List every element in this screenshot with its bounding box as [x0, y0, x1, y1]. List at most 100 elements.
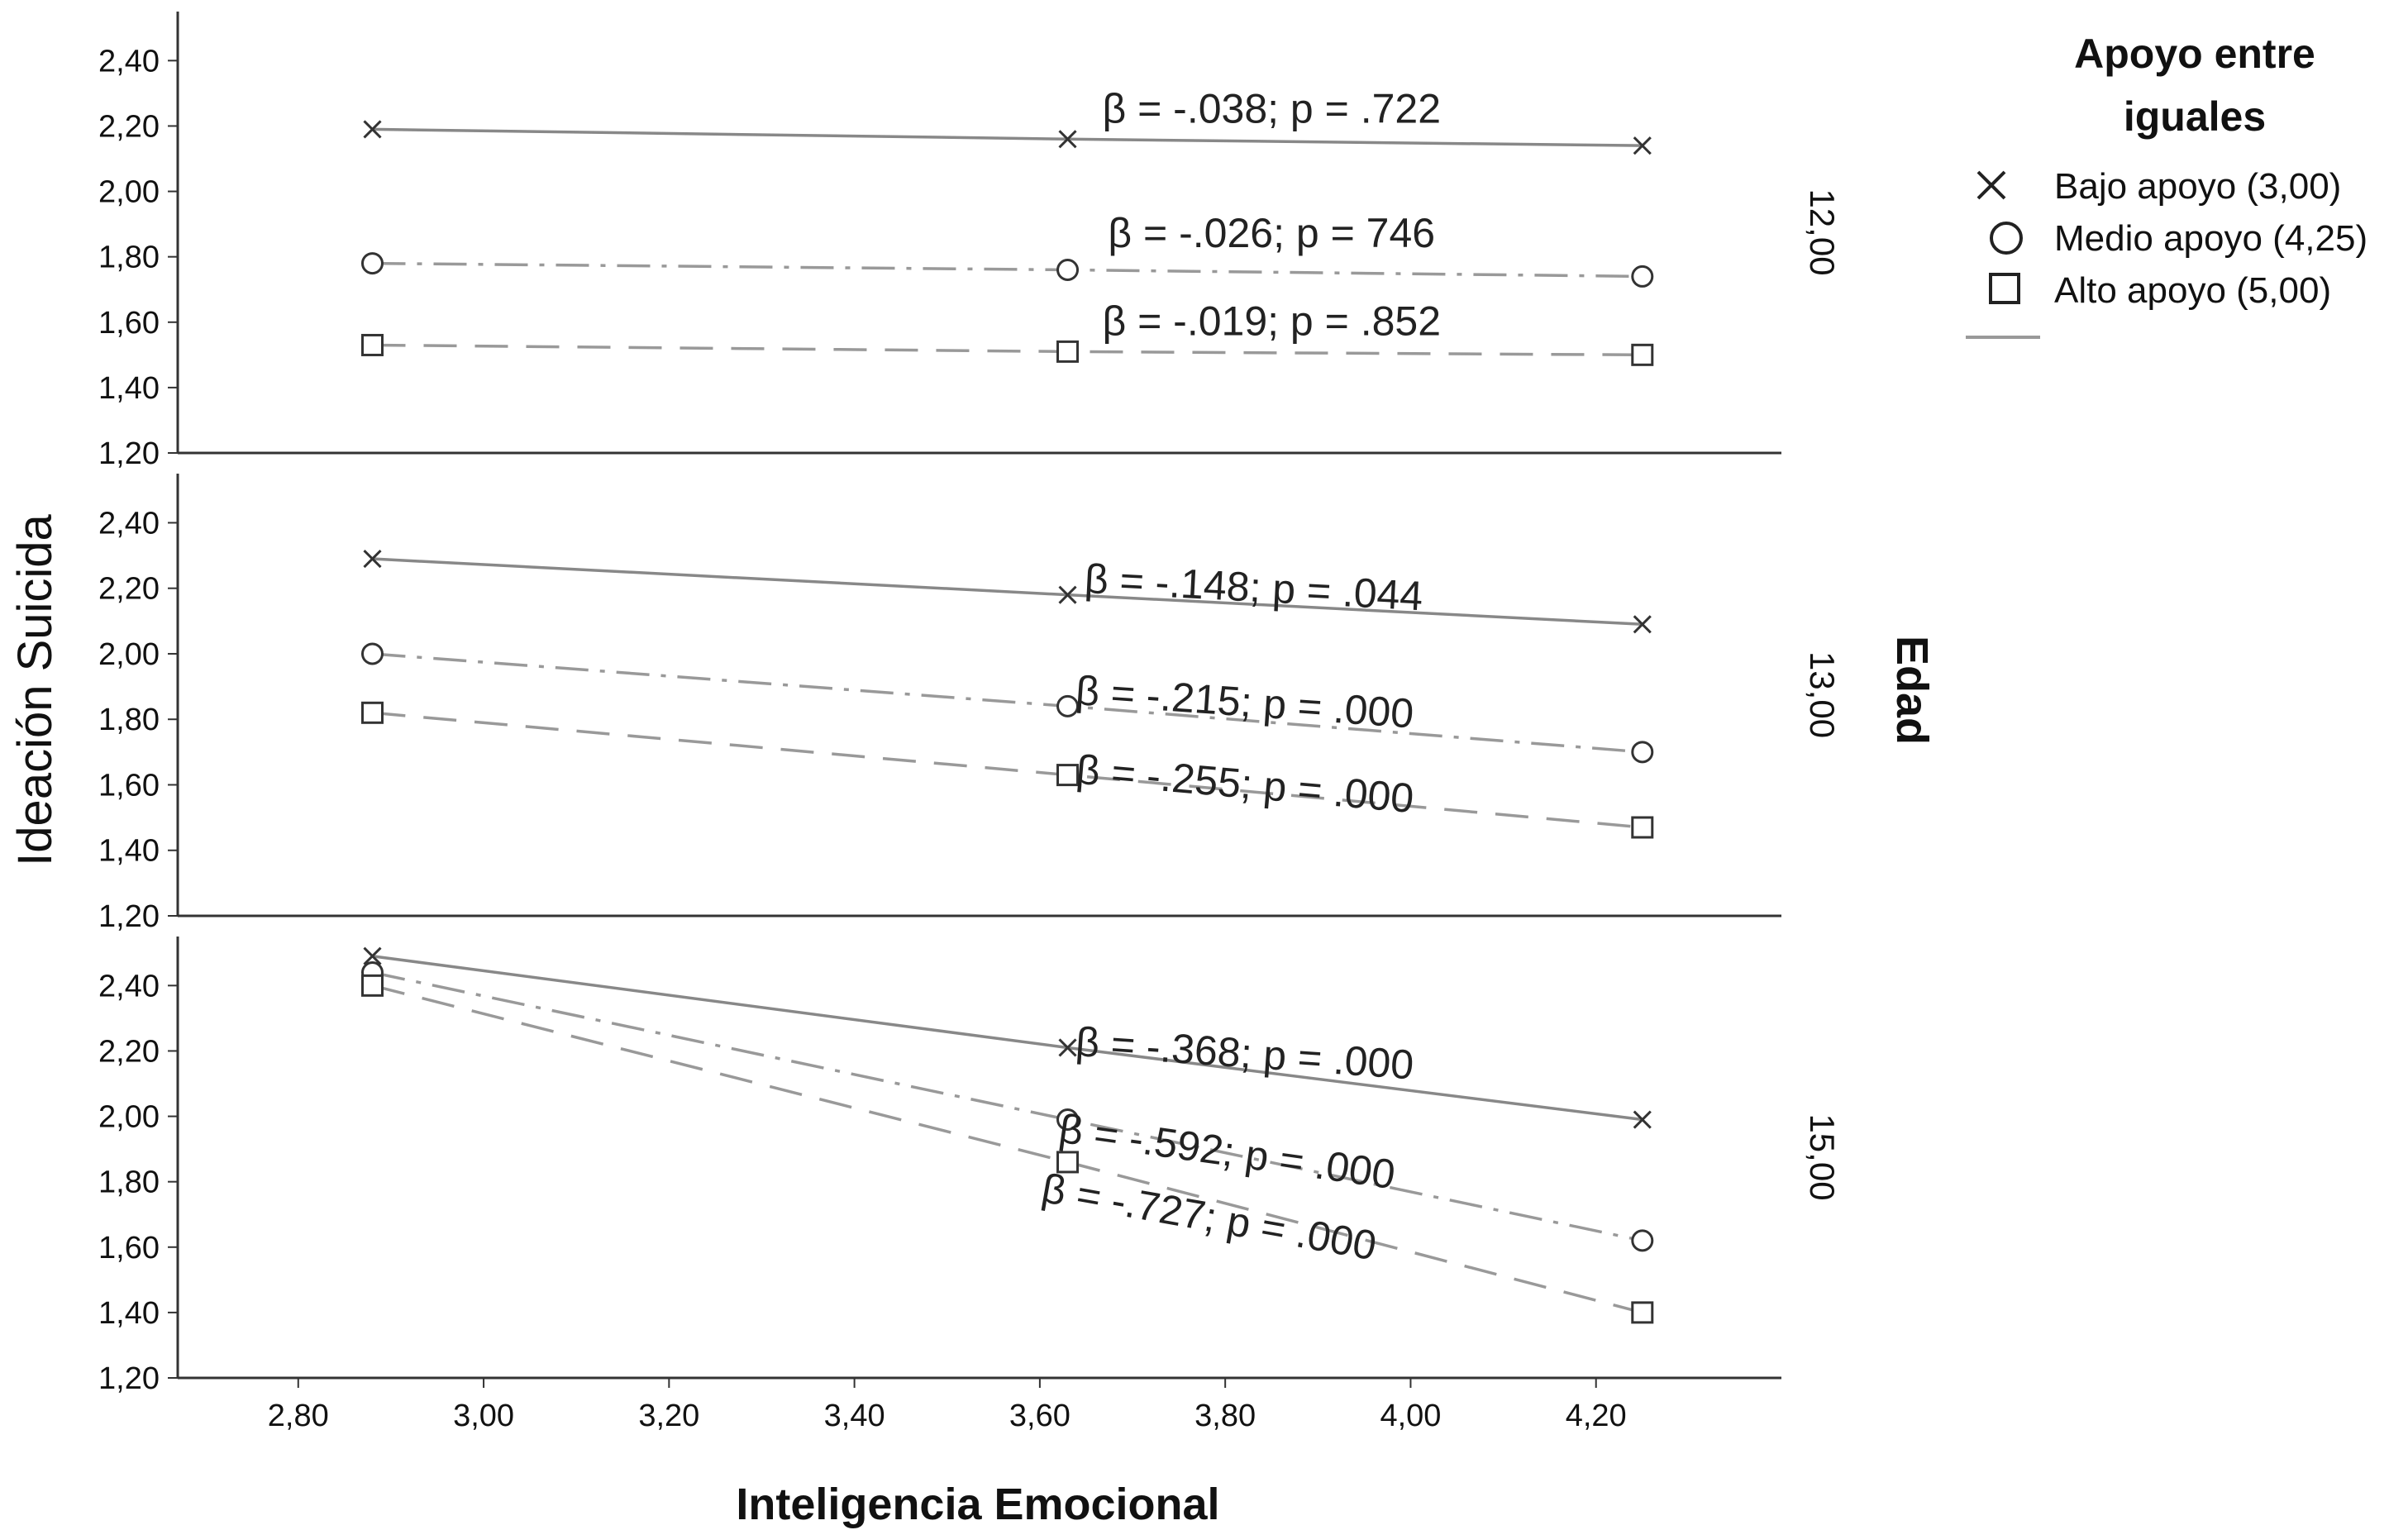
beta-annotation: β = -.215; p = .000	[1075, 667, 1416, 736]
chart-panels: 1,20 1,40 1,60 1,80 2,00 2,20 2,40 12,00 β = -.0…	[98, 12, 1842, 1396]
data-point-square	[1631, 816, 1654, 839]
x-axis-ticks: 2,80 3,00 3,20 3,40 3,60 3,80 4,00 4,20	[268, 1378, 1627, 1433]
series-line	[372, 557, 1643, 627]
x-tick-label: 3,00	[453, 1399, 514, 1433]
y-tick-label: 2,40	[98, 44, 160, 79]
legend-item-medio-apoyo: Medio apoyo (4,25)	[1990, 218, 2367, 259]
data-point-circle	[360, 642, 384, 665]
series-square: β = -.255; p = .000	[360, 701, 1654, 839]
x-marker-icon	[1976, 170, 2006, 200]
series-circle: β = -.026; p = 746	[360, 210, 1654, 288]
data-point-circle	[1056, 258, 1080, 281]
data-point-x	[1633, 615, 1652, 634]
data-point-circle	[1631, 265, 1654, 288]
facet-label: 13,00	[1803, 651, 1842, 738]
y-tick-label: 1,60	[98, 306, 160, 341]
x-tick-label: 3,20	[638, 1399, 699, 1433]
x-tick-label: 3,40	[824, 1399, 885, 1433]
y-tick-label: 1,80	[98, 703, 160, 737]
x-tick-label: 3,80	[1194, 1399, 1256, 1433]
series-line	[372, 261, 1643, 279]
data-point-x	[1058, 585, 1077, 604]
beta-annotation: β = -.038; p = .722	[1102, 85, 1441, 131]
y-tick-label: 1,40	[98, 371, 160, 406]
beta-annotation: β = -.368; p = .000	[1075, 1018, 1416, 1088]
series-line	[372, 652, 1643, 754]
data-point-square	[1631, 343, 1654, 366]
series-x: β = -.148; p = .044	[363, 549, 1652, 634]
series-circle: β = -.592; p = .000	[360, 961, 1654, 1252]
data-point-x	[363, 120, 382, 139]
data-point-circle	[1631, 741, 1654, 764]
beta-annotation: β = -.148; p = .044	[1084, 555, 1424, 619]
circle-marker-icon	[1990, 222, 2023, 255]
series-x: β = -.368; p = .000	[363, 946, 1652, 1129]
panel-2: 1,20 1,40 1,60 1,80 2,00 2,20 2,40 15,00 β = -.3…	[98, 937, 1842, 1396]
legend-label-medio-apoyo: Medio apoyo (4,25)	[2054, 218, 2367, 259]
facet-axis-title: Edad	[1887, 636, 1937, 745]
y-tick-label: 2,20	[98, 109, 160, 144]
panel-1: 1,20 1,40 1,60 1,80 2,00 2,20 2,40 13,00 β = -.1…	[98, 474, 1842, 934]
data-point-x	[363, 946, 382, 965]
data-point-square	[360, 333, 384, 356]
series-line	[372, 954, 1643, 1122]
data-point-square	[360, 701, 384, 724]
y-tick-label: 1,80	[98, 241, 160, 275]
series-line	[372, 127, 1643, 147]
series-line	[372, 984, 1643, 1314]
legend-item-alto-apoyo: Alto apoyo (5,00)	[1989, 270, 2331, 311]
data-point-square	[1056, 1151, 1080, 1174]
data-point-circle	[1631, 1229, 1654, 1252]
legend-title-line-1: Apoyo entre	[2074, 31, 2315, 77]
y-tick-label: 1,60	[98, 1231, 160, 1265]
y-tick-label: 1,20	[98, 1361, 160, 1396]
y-tick-label: 1,20	[98, 436, 160, 471]
data-point-x	[1058, 130, 1077, 149]
legend-item-bajo-apoyo: Bajo apoyo (3,00)	[1976, 166, 2341, 207]
data-point-circle	[1056, 694, 1080, 717]
beta-annotation: β = -.019; p = .852	[1102, 298, 1441, 345]
facet-label: 15,00	[1803, 1113, 1842, 1200]
panel-0: 1,20 1,40 1,60 1,80 2,00 2,20 2,40 12,00 β = -.0…	[98, 12, 1842, 471]
y-tick-label: 2,20	[98, 572, 160, 607]
y-tick-label: 2,40	[98, 506, 160, 541]
legend-label-alto-apoyo: Alto apoyo (5,00)	[2054, 270, 2331, 311]
x-tick-label: 4,20	[1566, 1399, 1627, 1433]
data-point-x	[1633, 1110, 1652, 1129]
data-point-x	[1058, 1038, 1077, 1057]
data-point-square	[1631, 1301, 1654, 1324]
y-tick-label: 2,00	[98, 637, 160, 672]
beta-annotation: β = -.255; p = .000	[1075, 746, 1416, 822]
x-tick-label: 2,80	[268, 1399, 329, 1433]
series-x: β = -.038; p = .722	[363, 85, 1652, 155]
y-tick-label: 2,00	[98, 1100, 160, 1135]
series-line	[372, 711, 1643, 829]
square-marker-icon	[1989, 273, 2020, 304]
x-tick-label: 4,00	[1380, 1399, 1441, 1433]
beta-annotation: β = -.026; p = 746	[1108, 210, 1435, 256]
data-point-x	[1633, 136, 1652, 155]
legend: Apoyo entre iguales Bajo apoyo (3,00) Me…	[1966, 31, 2367, 339]
series-line	[372, 343, 1643, 357]
y-tick-label: 2,20	[98, 1034, 160, 1069]
data-point-square	[1056, 764, 1080, 787]
y-tick-label: 1,60	[98, 768, 160, 803]
series-circle: β = -.215; p = .000	[360, 642, 1654, 764]
y-tick-label: 2,40	[98, 969, 160, 1003]
series-square: β = -.727; p = .000	[360, 974, 1654, 1324]
x-axis-title: Inteligencia Emocional	[736, 1480, 1219, 1529]
y-tick-label: 1,20	[98, 899, 160, 934]
x-tick-label: 3,60	[1009, 1399, 1070, 1433]
data-point-circle	[1056, 1108, 1080, 1132]
data-point-square	[1056, 340, 1080, 363]
y-axis-title: Ideación Suicida	[8, 513, 62, 865]
data-point-x	[363, 549, 382, 569]
legend-title-line-2: iguales	[2124, 93, 2266, 140]
data-point-square	[360, 974, 384, 997]
facet-label: 12,00	[1803, 188, 1842, 275]
y-tick-label: 1,80	[98, 1165, 160, 1200]
legend-label-bajo-apoyo: Bajo apoyo (3,00)	[2054, 166, 2341, 207]
series-square: β = -.019; p = .852	[360, 298, 1654, 366]
y-tick-label: 1,40	[98, 834, 160, 869]
